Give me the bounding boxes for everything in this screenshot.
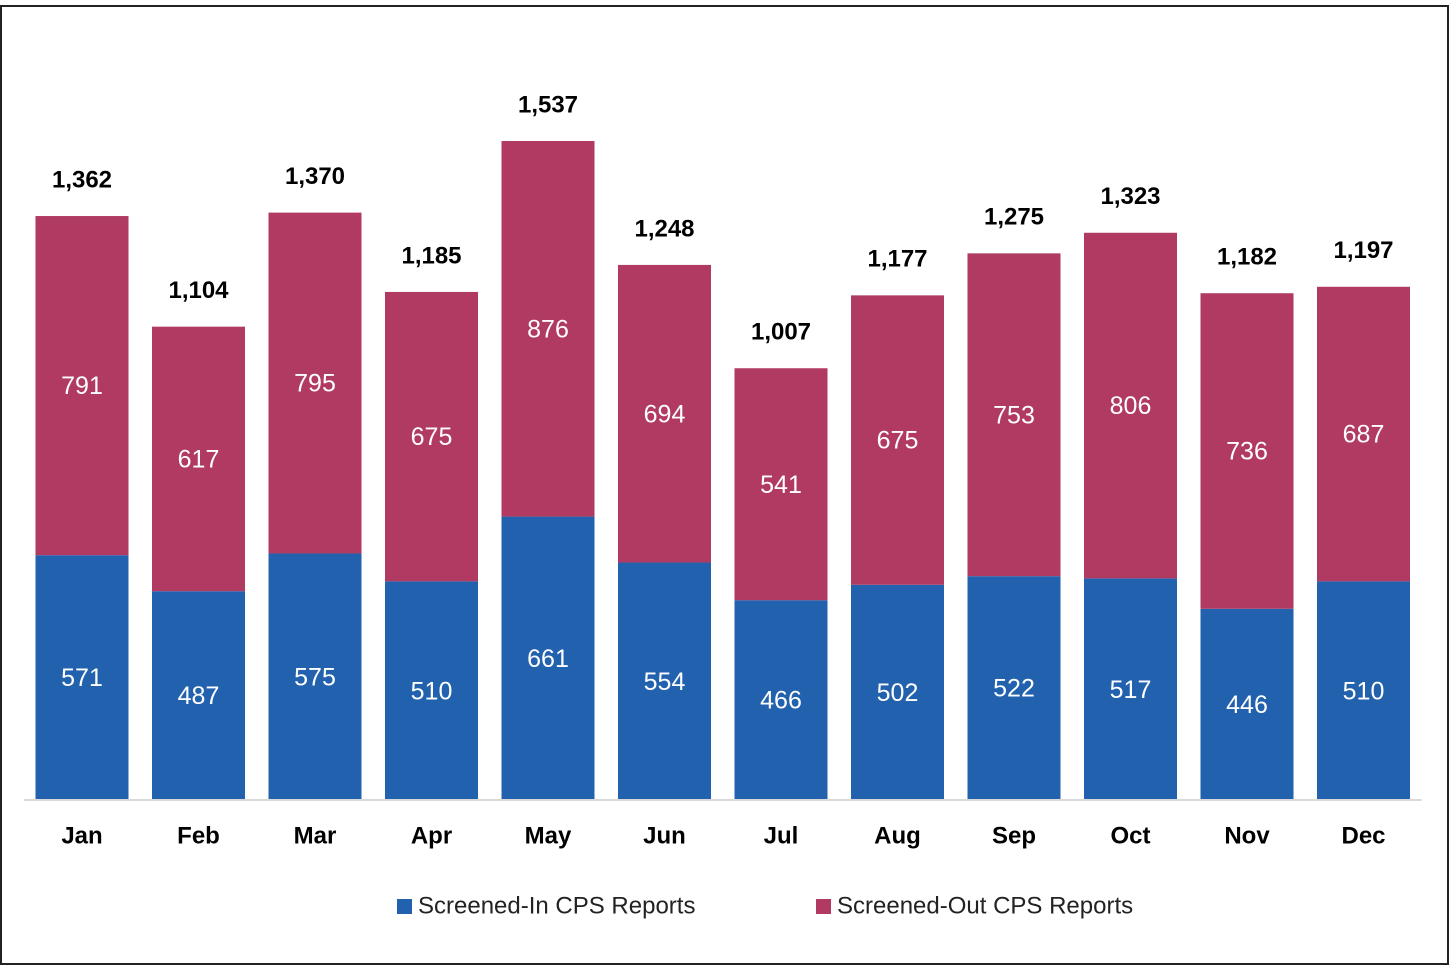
total-label: 1,197 <box>1333 237 1393 264</box>
bar-segment <box>618 562 711 800</box>
value-label: 753 <box>993 401 1035 429</box>
value-label: 517 <box>1110 676 1152 704</box>
value-label: 554 <box>644 668 686 696</box>
total-label: 1,185 <box>401 242 461 269</box>
bar-segment <box>385 291 478 582</box>
x-tick-label: Sep <box>992 822 1036 849</box>
bar-segment <box>618 264 711 563</box>
legend-swatch <box>816 899 831 914</box>
legend-swatch <box>397 899 412 914</box>
x-tick-label: Dec <box>1341 822 1385 849</box>
bar-segment <box>152 591 245 800</box>
value-label: 675 <box>411 423 453 451</box>
bar-segment <box>734 600 828 800</box>
bar-segment <box>268 212 362 554</box>
value-label: 571 <box>61 664 103 692</box>
value-label: 694 <box>644 400 686 428</box>
value-label: 466 <box>760 687 802 715</box>
value-label: 736 <box>1226 438 1268 466</box>
total-label: 1,248 <box>634 215 694 242</box>
total-label: 1,104 <box>168 277 229 304</box>
value-label: 791 <box>61 372 103 400</box>
value-label: 876 <box>527 315 569 343</box>
bar-segment <box>1084 578 1177 800</box>
total-label: 1,275 <box>984 204 1044 231</box>
value-label: 522 <box>993 675 1035 703</box>
value-label: 510 <box>411 677 453 705</box>
x-tick-label: Jan <box>61 822 102 849</box>
total-label: 1,007 <box>751 319 811 346</box>
value-label: 541 <box>760 471 802 499</box>
value-label: 487 <box>178 682 220 710</box>
bar-segment <box>501 516 595 800</box>
value-label: 806 <box>1110 392 1152 420</box>
total-label: 1,362 <box>52 166 112 193</box>
x-tick-label: Nov <box>1224 822 1270 849</box>
x-tick-label: Oct <box>1110 822 1150 849</box>
total-label: 1,537 <box>518 91 578 118</box>
bar-segment <box>967 576 1061 800</box>
bar-segment <box>268 553 362 800</box>
value-label: 446 <box>1226 691 1268 719</box>
value-label: 510 <box>1343 677 1385 705</box>
bar-segment <box>1317 286 1410 582</box>
x-tick-label: Aug <box>874 822 921 849</box>
bar-segment <box>152 326 245 592</box>
x-tick-label: Jul <box>764 822 799 849</box>
bar-segment <box>35 555 129 800</box>
bar-segment <box>851 295 944 585</box>
bar-segment <box>385 581 478 800</box>
bar-segment <box>1200 608 1294 800</box>
bar-segment <box>1317 581 1410 800</box>
total-label: 1,370 <box>285 163 345 190</box>
bar-segment <box>1200 293 1294 609</box>
bar-segment <box>1084 232 1177 579</box>
value-label: 575 <box>294 663 336 691</box>
total-label: 1,182 <box>1217 244 1277 271</box>
legend-label: Screened-Out CPS Reports <box>837 892 1133 919</box>
value-label: 687 <box>1343 421 1385 449</box>
bar-segment <box>851 584 944 800</box>
total-label: 1,177 <box>867 246 927 273</box>
x-tick-label: Feb <box>177 822 220 849</box>
bar-segment <box>501 141 595 517</box>
value-label: 661 <box>527 645 569 673</box>
bar-segment <box>967 253 1061 577</box>
bar-segment <box>734 368 828 601</box>
x-tick-label: Mar <box>294 822 337 849</box>
value-label: 502 <box>877 679 919 707</box>
value-label: 617 <box>178 446 220 474</box>
value-label: 675 <box>877 427 919 455</box>
x-tick-label: Jun <box>643 822 686 849</box>
x-tick-label: May <box>525 822 572 849</box>
total-label: 1,323 <box>1100 183 1160 210</box>
legend-label: Screened-In CPS Reports <box>418 892 695 919</box>
value-label: 795 <box>294 370 336 398</box>
bar-segment <box>35 216 129 556</box>
frame <box>0 5 1449 965</box>
x-tick-label: Apr <box>411 822 452 849</box>
